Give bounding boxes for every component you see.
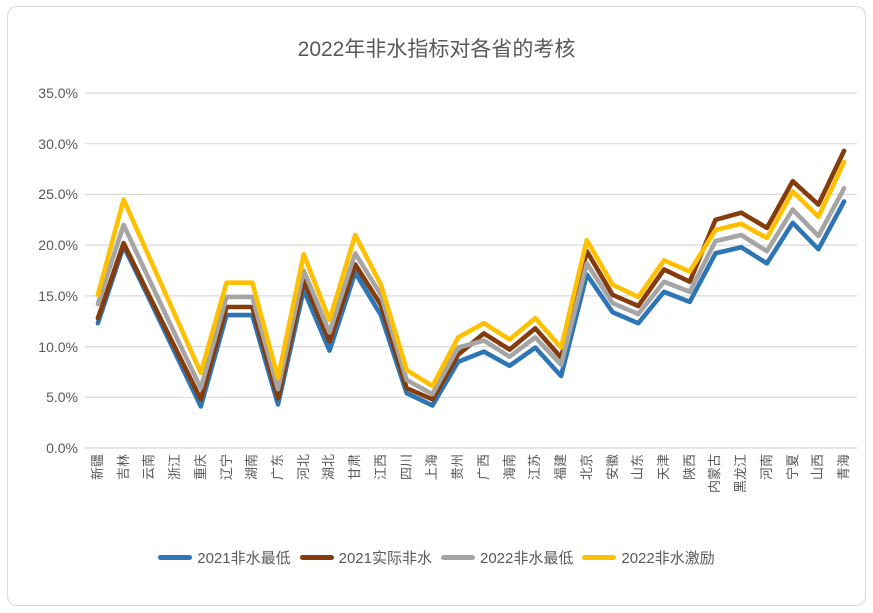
x-axis-category-label: 贵州 [450, 454, 466, 534]
x-axis-category-text: 上海 [424, 454, 440, 481]
x-axis-category-label: 福建 [553, 454, 569, 534]
y-axis-tick-label: 15.0% [38, 287, 78, 304]
x-axis-category-label: 安徽 [605, 454, 621, 534]
x-axis-category-label: 陕西 [682, 454, 698, 534]
x-axis-category-label: 北京 [579, 454, 595, 534]
legend-label: 2021实际非水 [338, 549, 432, 567]
x-axis-category-text: 山东 [630, 454, 646, 481]
x-axis-category-text: 广东 [270, 454, 285, 481]
x-axis-category-label: 内蒙古 [707, 454, 723, 534]
legend-item: 2021实际非水 [299, 547, 432, 568]
legend-item: 2022非水激励 [582, 547, 715, 568]
legend-label: 2022非水激励 [621, 549, 715, 567]
x-axis-category-text: 湖北 [321, 454, 337, 481]
y-axis-tick-label: 5.0% [46, 389, 78, 406]
y-axis: 35.0% 30.0% 25.0% 20.0% 15.0% 10.0% 5.0% 0.0% [0, 0, 78, 613]
x-axis-category-text: 陕西 [681, 454, 697, 481]
x-axis-category-text: 河南 [758, 454, 774, 481]
y-axis-tick-label: 35.0% [38, 85, 78, 101]
x-axis-category-text: 贵州 [450, 454, 466, 481]
x-axis-category-label: 辽宁 [219, 454, 235, 534]
y-axis-tick-label: 10.0% [38, 338, 78, 355]
x-axis-category-label: 广东 [270, 454, 286, 534]
chart-title: 2022年非水指标对各省的考核 [297, 38, 576, 61]
x-axis-category-text: 浙江 [167, 454, 183, 481]
x-axis-category-label: 上海 [424, 454, 440, 534]
x-axis-category-text: 江西 [372, 454, 388, 481]
x-axis-category-text: 福建 [553, 454, 569, 481]
x-axis-category-label: 宁夏 [785, 454, 801, 534]
legend-line-swatch [158, 554, 193, 560]
x-axis-category-text: 辽宁 [218, 454, 234, 481]
x-axis-category-label: 吉林 [116, 454, 132, 534]
x-axis-category-label: 黑龙江 [733, 454, 749, 534]
x-axis-category-label: 湖南 [244, 454, 260, 534]
series-line-3 [95, 159, 847, 389]
x-axis-category-text: 甘肃 [347, 454, 363, 481]
x-axis-category-text: 北京 [578, 454, 594, 481]
x-axis-category-label: 山东 [630, 454, 646, 534]
legend: 2021非水最低 2021实际非水 2022非水最低 2022非水激励 [20, 544, 853, 570]
x-axis-category-label: 甘肃 [347, 454, 363, 534]
x-axis-category-label: 青海 [836, 454, 852, 534]
legend-line-swatch [299, 554, 334, 560]
x-axis-category-text: 吉林 [115, 454, 131, 481]
x-axis-category-text: 湖南 [244, 454, 260, 481]
y-axis-tick-label: 25.0% [38, 186, 78, 203]
legend-label: 2022非水最低 [480, 549, 574, 567]
x-axis-category-text: 安徽 [604, 454, 620, 481]
x-axis-category-label: 江苏 [527, 454, 543, 534]
x-axis-category-text: 内蒙古 [707, 454, 723, 494]
x-axis-category-text: 云南 [141, 454, 157, 481]
x-axis-category-label: 江西 [373, 454, 389, 534]
x-axis-category-text: 重庆 [192, 454, 208, 481]
legend-label: 2021非水最低 [197, 549, 291, 567]
x-axis-category-text: 宁夏 [784, 454, 800, 481]
legend-line-swatch [582, 554, 617, 560]
x-axis-category-label: 重庆 [193, 454, 209, 534]
x-axis-category-label: 四川 [399, 454, 415, 534]
x-axis-category-label: 河北 [296, 454, 312, 534]
x-axis-category-text: 新疆 [89, 454, 105, 481]
x-axis-category-text: 山西 [810, 454, 826, 481]
x-axis-category-text: 河北 [295, 454, 311, 481]
y-axis-tick-label: 20.0% [38, 237, 78, 254]
x-axis-category-text: 江苏 [527, 454, 543, 481]
x-axis-category-label: 河南 [759, 454, 775, 534]
series-line-2 [95, 186, 847, 397]
x-axis-category-label: 湖北 [321, 454, 337, 534]
x-axis-category-text: 四川 [398, 454, 414, 481]
x-axis-category-label: 山西 [810, 454, 826, 534]
x-axis-category-label: 云南 [141, 454, 157, 534]
x-axis-category-text: 广西 [475, 454, 491, 481]
x-axis-category-label: 新疆 [90, 454, 106, 534]
x-axis-category-label: 海南 [502, 454, 518, 534]
x-axis-category-text: 黑龙江 [733, 454, 749, 494]
y-axis-tick-label: 30.0% [38, 135, 78, 152]
x-axis-category-label: 天津 [656, 454, 672, 534]
x-axis-category-label: 浙江 [167, 454, 183, 534]
legend-item: 2022非水最低 [441, 547, 573, 568]
legend-item: 2021非水最低 [158, 547, 291, 568]
y-axis-tick-label: 0.0% [46, 440, 78, 456]
x-axis-category-text: 海南 [501, 454, 517, 481]
x-axis-category-text: 青海 [836, 454, 852, 481]
legend-line-swatch [441, 554, 475, 560]
x-axis-category-text: 天津 [656, 454, 671, 481]
x-axis-category-label: 广西 [476, 454, 492, 534]
